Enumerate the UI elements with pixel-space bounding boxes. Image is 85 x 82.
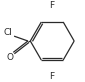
Text: F: F bbox=[49, 72, 54, 81]
Text: O: O bbox=[7, 53, 14, 62]
Text: F: F bbox=[49, 1, 54, 10]
Text: Cl: Cl bbox=[3, 28, 12, 37]
